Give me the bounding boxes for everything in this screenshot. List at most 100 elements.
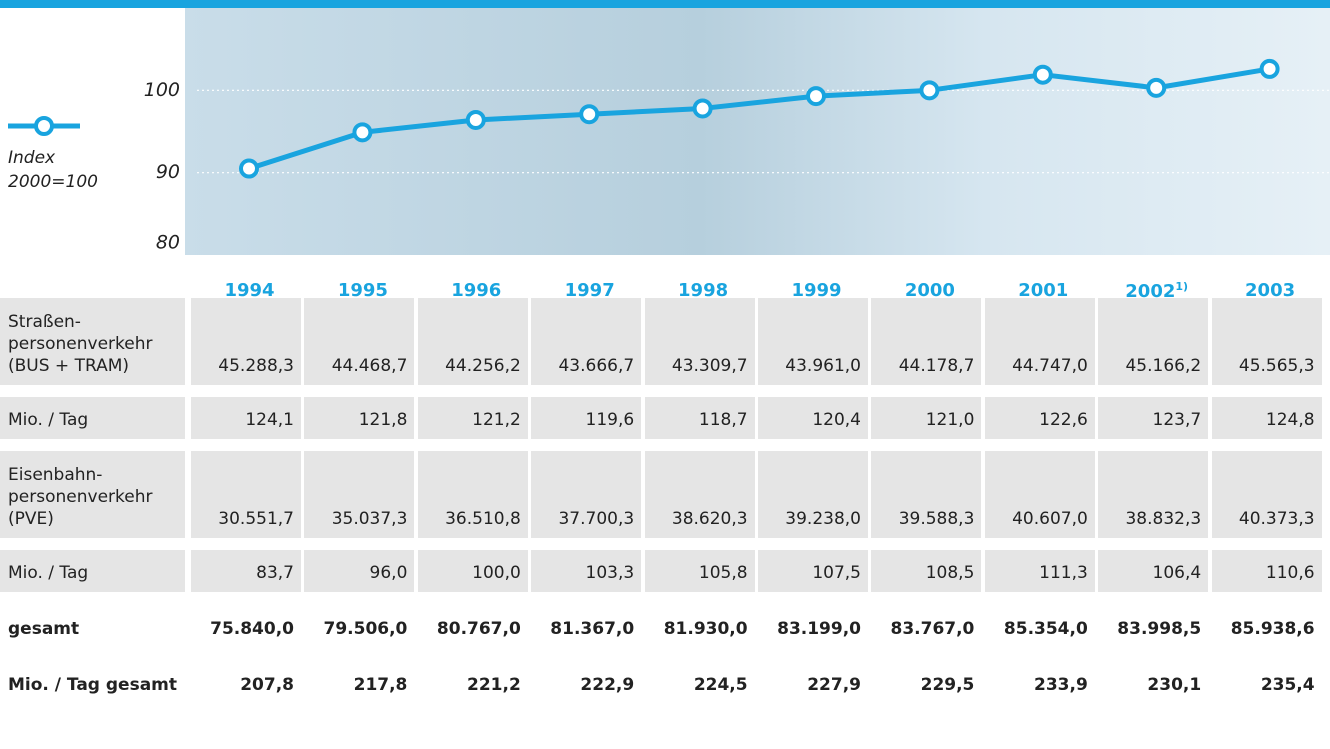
cell-text: 45.565,3 [1238,356,1315,376]
cell-text: 85.938,6 [1230,619,1315,639]
cell-text: 107,5 [812,563,861,583]
table-cell: 79.506,0 [304,606,414,648]
cell-text: 44.468,7 [331,356,408,376]
table-cell: 108,5 [871,550,982,592]
cell-text: 110,6 [1265,563,1315,583]
year-text: 1997 [564,280,615,301]
cell-text: 75.840,0 [210,619,294,639]
cell-text: 45.166,2 [1125,356,1202,376]
table-cell: 122,6 [984,397,1095,439]
table-cell: 100,0 [417,550,528,592]
table-cell: 38.832,3 [1098,451,1209,538]
point [1146,77,1167,98]
cell-text: 217,8 [353,675,408,695]
x-tick-label: 1997 [533,280,646,301]
row-label-line: gesamt [8,619,80,639]
year-text: 1998 [678,280,729,301]
cell-text: 96,0 [369,563,408,583]
table-cell: 39.238,0 [758,451,868,538]
cell-text: 224,5 [693,675,748,695]
cell-text: 227,9 [807,675,861,695]
point [465,109,486,130]
row-label-line: personenverkehr [8,334,153,354]
footnote-marker: 1) [1175,280,1189,293]
table-cell: 110,6 [1211,550,1322,592]
row-label-line: personenverkehr [8,487,153,507]
table-cell: 36.510,8 [417,451,528,538]
row-label: Straßen-personenverkehr (BUS + TRAM) [0,298,185,385]
cell-text: 83.767,0 [890,619,975,639]
table-cell: 43.666,7 [531,298,642,385]
table-cell: 224,5 [645,662,755,704]
cell-text: 106,4 [1152,563,1202,583]
row-label-line: (PVE) [8,509,54,529]
table-cell: 229,5 [871,662,981,704]
year-text: 2001 [1018,280,1069,301]
cell-text: 121,0 [925,410,975,430]
cell-text: 124,1 [245,410,294,430]
table-cell: 222,9 [531,662,641,704]
cell-text: 108,5 [925,563,975,583]
row-label-line: Straßen- [8,312,81,332]
cell-text: 120,4 [812,410,861,430]
cell-text: 83.199,0 [777,619,861,639]
row-label: Mio. / Tag gesamt [0,662,185,704]
table-cell: 105,8 [644,550,755,592]
table-cell: 106,4 [1098,550,1209,592]
table-cell: 96,0 [304,550,415,592]
table-cell: 85.938,6 [1212,606,1322,648]
cell-text: 111,3 [1039,563,1088,583]
table-cell: 107,5 [758,550,868,592]
table-cell: 37.700,3 [531,451,642,538]
cell-text: 103,3 [585,563,635,583]
year-text: 2002 [1125,281,1176,302]
cell-text: 45.288,3 [218,356,294,376]
x-tick-label: 1994 [193,280,306,301]
cell-text: 36.510,8 [445,509,521,529]
point [919,80,940,101]
table-cell: 121,2 [417,397,528,439]
cell-text: 123,7 [1152,410,1202,430]
table-cell: 83.199,0 [758,606,868,648]
table-cell: 38.620,3 [644,451,755,538]
row-label-line: Mio. / Tag [8,563,89,583]
table-cell: 124,8 [1211,397,1322,439]
cell-text: 39.588,3 [898,509,975,529]
table-cell: 121,8 [304,397,415,439]
line [248,66,1271,171]
table-cell: 45.288,3 [191,298,301,385]
row-label: Mio. / Tag [0,550,185,592]
cell-text: 118,7 [698,410,748,430]
cell-text: 100,0 [472,563,521,583]
table-cell: 81.930,0 [645,606,755,648]
table-cell: 83,7 [191,550,301,592]
cell-text: 79.506,0 [323,619,408,639]
point [239,158,259,179]
table-cell: 35.037,3 [304,451,415,538]
point [352,122,373,143]
table-cell: 119,6 [531,397,642,439]
cell-text: 80.767,0 [436,619,521,639]
y-tick-label: 80 [156,232,180,254]
cell-text: 124,8 [1265,410,1315,430]
x-tick-label: 1996 [420,280,533,301]
table-cell: 80.767,0 [418,606,528,648]
x-tick-label: 2003 [1214,280,1327,301]
row-label: Mio. / Tag [0,397,185,439]
chart: 80 90 100 [0,0,1330,255]
row-label: Eisenbahn-personenverkehr (PVE) [0,451,185,538]
row-label: gesamt [0,606,185,648]
row-label-line: Eisenbahn- [8,465,103,485]
table-cell: 43.309,7 [644,298,755,385]
cell-text: 105,8 [698,563,748,583]
year-text: 1995 [337,280,388,301]
point [1032,64,1053,85]
point [1259,58,1280,79]
table-cell: 44.178,7 [871,298,982,385]
cell-text: 222,9 [580,675,635,695]
cell-text: 229,5 [920,675,975,695]
top-bar [0,0,1330,8]
table-cell: 83.998,5 [1098,606,1208,648]
table-cell: 75.840,0 [191,606,301,648]
cell-text: 43.666,7 [558,356,635,376]
